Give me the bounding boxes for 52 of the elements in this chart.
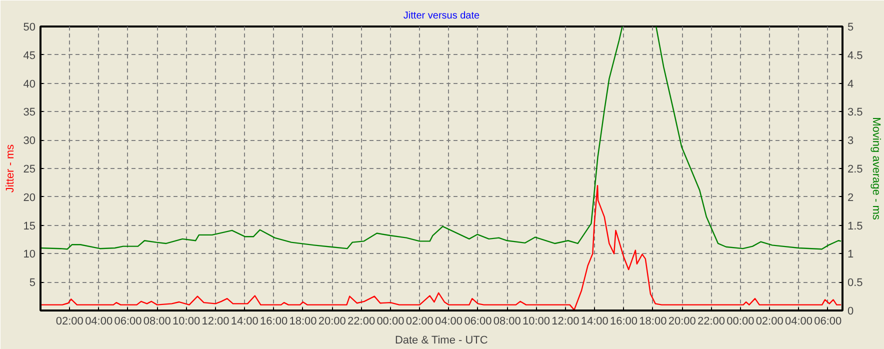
x-tick-label: 00:00: [376, 316, 404, 328]
y2-tick-label: 3.5: [848, 106, 863, 119]
y2-tick-label: 3: [848, 135, 854, 148]
x-tick-label: 10:00: [172, 316, 200, 328]
y2-tick-label: 0.5: [848, 277, 863, 290]
y-tick-label: 40: [23, 78, 36, 90]
x-axis-title: Date & Time - UTC: [394, 334, 488, 346]
y2-tick-label: 1.5: [848, 220, 863, 232]
x-tick-label: 02:00: [56, 316, 84, 328]
y2-tick-label: 4.5: [848, 50, 863, 62]
x-tick-label: 08:00: [493, 316, 521, 328]
x-tick-label: 12:00: [202, 316, 230, 328]
x-tick-label: 06:00: [114, 316, 142, 328]
x-tick-label: 16:00: [260, 316, 288, 328]
chart-title: Jitter versus date: [403, 10, 480, 22]
y2-tick-label: 4: [848, 78, 854, 90]
x-tick-label: 18:00: [289, 316, 317, 328]
y-tick-label: 10: [23, 248, 36, 261]
x-tick-label: 04:00: [85, 316, 113, 328]
x-tick-label: 02:00: [406, 316, 434, 328]
y-tick-label: 5: [29, 277, 36, 290]
y-tick-label: 35: [23, 106, 36, 119]
x-tick-label: 12:00: [552, 316, 580, 328]
y-tick-label: 45: [23, 50, 36, 62]
x-tick-label: 14:00: [230, 316, 258, 328]
y2-tick-label: 5: [848, 22, 854, 34]
y-tick-label: 50: [23, 22, 36, 34]
y2-tick-label: 0: [848, 306, 854, 318]
x-tick-label: 20:00: [668, 316, 696, 328]
x-tick-label: 02:00: [756, 316, 784, 328]
x-tick-label: 18:00: [639, 316, 667, 328]
y-tick-label: 25: [23, 164, 36, 176]
y2-tick-label: 2: [848, 192, 854, 204]
x-tick-label: 00:00: [726, 316, 754, 328]
x-tick-label: 08:00: [143, 316, 171, 328]
x-tick-label: 06:00: [814, 316, 842, 328]
y2-tick-label: 1: [848, 248, 854, 261]
y2-tick-label: 2.5: [848, 164, 863, 176]
x-tick-label: 22:00: [348, 316, 376, 328]
x-tick-label: 10:00: [522, 316, 550, 328]
x-tick-label: 14:00: [580, 316, 608, 328]
y-tick-label: 20: [23, 192, 36, 204]
y-tick-label: 30: [23, 135, 36, 148]
y-axis-title: Jitter - ms: [4, 144, 16, 193]
x-tick-label: 16:00: [610, 316, 638, 328]
y-tick-label: 15: [23, 220, 36, 232]
x-tick-label: 22:00: [698, 316, 726, 328]
x-tick-label: 04:00: [784, 316, 813, 328]
x-tick-label: 06:00: [464, 316, 492, 328]
y2-axis-title: Moving average - ms: [870, 117, 882, 220]
x-tick-label: 04:00: [435, 316, 463, 328]
x-tick-label: 20:00: [318, 316, 346, 328]
